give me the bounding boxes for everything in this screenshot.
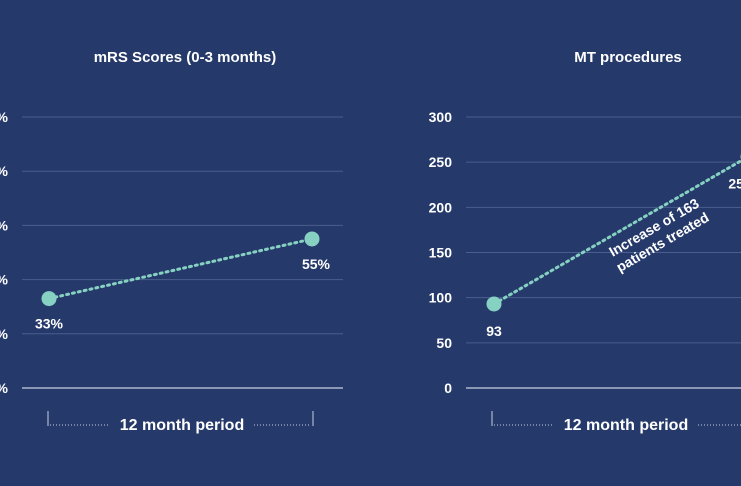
data-point xyxy=(41,291,57,307)
y-tick-label: 0% xyxy=(0,380,9,396)
y-tick-label: 250 xyxy=(429,154,453,170)
data-label: 55% xyxy=(302,256,331,272)
y-tick-label: 50 xyxy=(436,335,452,351)
chart-title: mRS Scores (0-3 months) xyxy=(94,49,277,66)
y-tick-label: 20% xyxy=(0,326,9,342)
period-bracket: 12 month period xyxy=(491,411,741,434)
trend-connector xyxy=(47,237,314,301)
y-tick-label: 200 xyxy=(429,199,453,215)
chart-2: MT procedures 0 50 100 150 200 250 300 Increase … xyxy=(429,49,741,434)
y-tick-label: 40% xyxy=(0,272,9,288)
data-label: 33% xyxy=(35,316,64,332)
trend-annotation: Increase of 163patients treated xyxy=(605,194,712,275)
data-label: 93 xyxy=(486,323,502,339)
y-tick-label: 60% xyxy=(0,217,9,233)
data-label: 256 xyxy=(728,176,741,192)
data-point xyxy=(486,296,502,312)
y-tick-label: 300 xyxy=(429,109,453,125)
chart-title: MT procedures xyxy=(574,49,682,66)
y-tick-label: 80% xyxy=(0,163,9,179)
y-tick-label: 0 xyxy=(444,380,452,396)
y-tick-label: 100% xyxy=(0,109,9,125)
chart-1: mRS Scores (0-3 months) 0% 20% 40% 60% 80% 100… xyxy=(0,49,343,434)
y-tick-label: 150 xyxy=(429,245,453,261)
x-axis-label: 12 month period xyxy=(564,417,688,434)
trend-connector xyxy=(492,159,741,306)
period-bracket: 12 month period xyxy=(47,411,314,434)
data-point xyxy=(304,231,320,247)
y-tick-label: 100 xyxy=(429,290,453,306)
x-axis-label: 12 month period xyxy=(120,417,244,434)
